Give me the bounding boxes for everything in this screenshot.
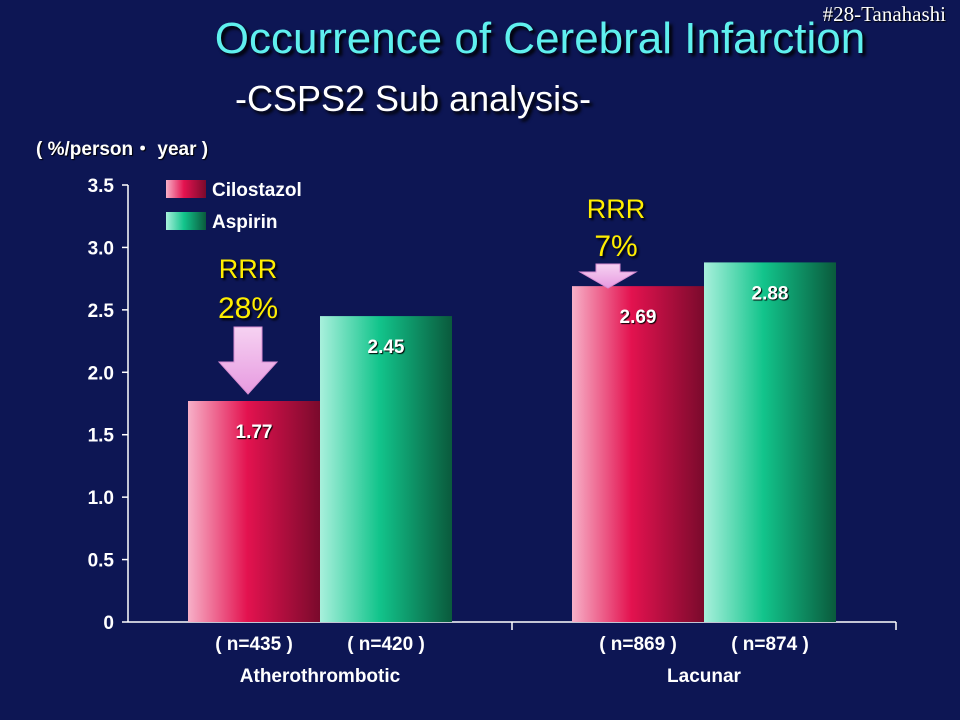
y-axis-unit-label: ( %/person・ year ) <box>36 139 209 160</box>
y-tick-label: 0 <box>103 613 114 634</box>
sample-size-label: ( n=869 ) <box>599 634 677 655</box>
sample-size-label: ( n=874 ) <box>731 634 809 655</box>
slide-tag: #28-Tanahashi <box>822 2 946 26</box>
legend-swatch-cilostazol <box>166 180 206 198</box>
y-tick-label: 3.0 <box>88 238 114 259</box>
bar-value-label: 1.77 <box>236 422 273 443</box>
bar-value-label: 2.88 <box>752 283 789 304</box>
y-tick-label: 1.5 <box>88 426 115 447</box>
down-arrow-icon <box>578 263 638 289</box>
bar-cilostazol-lacunar <box>572 286 704 622</box>
y-tick-label: 2.5 <box>88 301 115 322</box>
y-tick-label: 3.5 <box>88 176 115 197</box>
rrr-label: RRR <box>587 194 646 224</box>
sample-size-label: ( n=420 ) <box>347 634 425 655</box>
legend-label-aspirin: Aspirin <box>212 212 277 233</box>
legend-label-cilostazol: Cilostazol <box>212 180 302 201</box>
legend: Cilostazol Aspirin <box>166 180 302 233</box>
rrr-value: 7% <box>594 230 637 263</box>
legend-swatch-aspirin <box>166 212 206 230</box>
slide-title: Occurrence of Cerebral Infarction <box>214 14 866 63</box>
bar-aspirin-lacunar <box>704 262 836 622</box>
y-tick-label: 0.5 <box>88 551 115 572</box>
rrr-value: 28% <box>218 292 278 325</box>
y-tick-label: 2.0 <box>88 363 114 384</box>
down-arrow-icon <box>217 326 279 395</box>
y-tick-label: 1.0 <box>88 488 114 509</box>
labels-group: 1.77 ( n=435 ) 2.45 ( n=420 ) Atherothrombot… <box>215 283 809 687</box>
slide-subtitle: -CSPS2 Sub analysis- <box>235 78 592 119</box>
bar-aspirin-atherothrombotic <box>320 316 452 622</box>
annotations: RRR 28% RRR 7% <box>217 194 646 395</box>
x-category-label: Lacunar <box>667 666 742 687</box>
x-category-label: Atherothrombotic <box>240 666 401 687</box>
rrr-label: RRR <box>219 254 278 284</box>
bar-value-label: 2.45 <box>368 337 405 358</box>
bars-group <box>188 262 836 622</box>
bar-value-label: 2.69 <box>620 307 657 328</box>
bar-cilostazol-atherothrombotic <box>188 401 320 622</box>
sample-size-label: ( n=435 ) <box>215 634 293 655</box>
